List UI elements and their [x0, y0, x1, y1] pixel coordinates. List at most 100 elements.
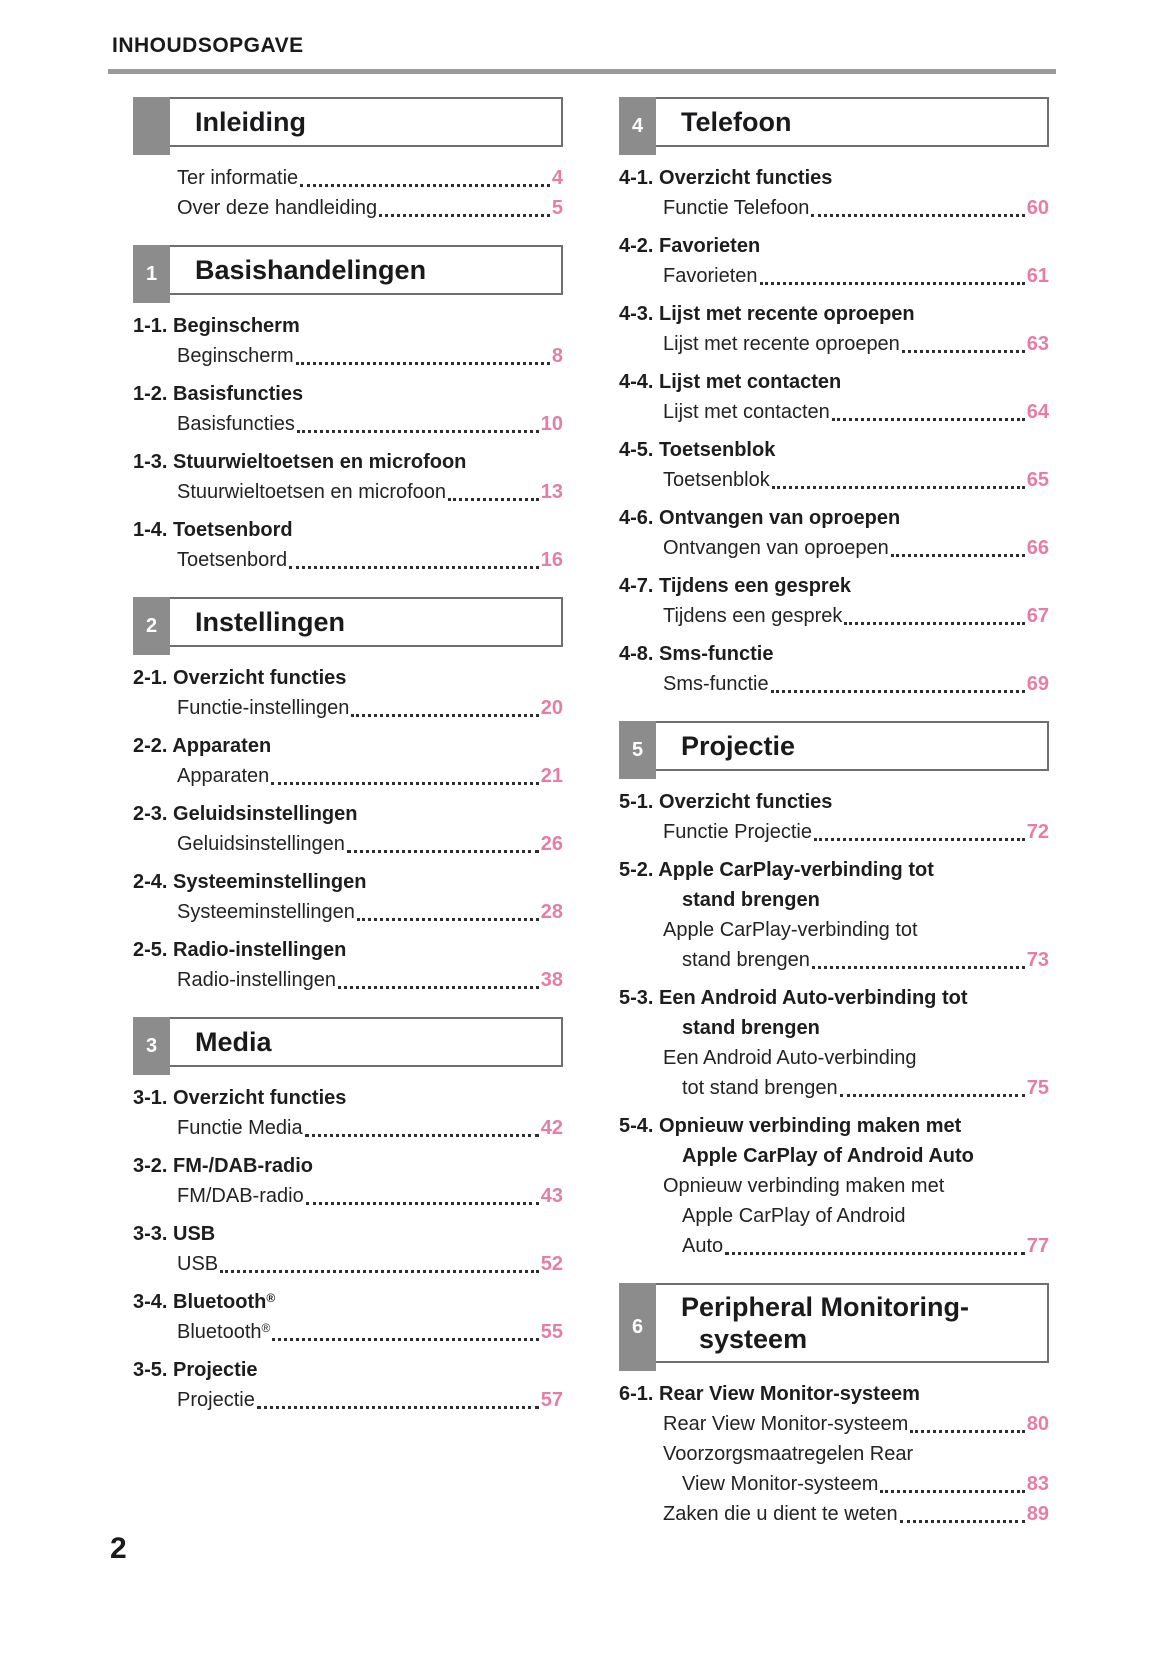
toc-entry: 3-2. FM-/DAB-radio FM/DAB-radio 43: [133, 1151, 563, 1211]
entry-subline: tot stand brengen 75: [619, 1073, 1049, 1103]
dot-leader: [839, 1073, 1025, 1097]
entry-subline-text: Toetsenblok: [663, 469, 770, 491]
entry-heading: 3-4. Bluetooth®: [133, 1291, 276, 1313]
entry-page-number: 38: [540, 969, 563, 991]
entry-heading: 1-2. Basisfuncties: [133, 383, 304, 405]
entry-page-number: 80: [1026, 1413, 1049, 1435]
section-number-tab: 1: [133, 245, 170, 303]
entry-subline: USB 52: [133, 1249, 563, 1279]
entry-page-number: 89: [1026, 1503, 1049, 1525]
section-title: Basishandelingen: [195, 255, 427, 285]
dot-leader: [811, 945, 1025, 969]
entry-subline: Bluetooth® 55: [133, 1317, 563, 1347]
dot-leader: [305, 1181, 539, 1205]
entry-page-number: 73: [1026, 949, 1049, 971]
entry-subline-text: Over deze handleiding: [177, 197, 378, 219]
entry-page-number: 66: [1026, 537, 1049, 559]
entry-subline: Apple CarPlay of Android: [682, 1205, 906, 1227]
dot-leader: [910, 1409, 1025, 1433]
toc-entry: 2-3. Geluidsinstellingen Geluidsinstellin…: [133, 799, 563, 859]
entry-subline: Favorieten 61: [619, 261, 1049, 291]
entry-subline-text: Functie-instellingen: [177, 697, 350, 719]
toc-entry: 4-6. Ontvangen van oproepen Ontvangen van…: [619, 503, 1049, 563]
entry-subline: Systeeminstellingen 28: [133, 897, 563, 927]
dot-leader: [356, 897, 539, 921]
dot-leader: [300, 163, 550, 187]
entry-subline-text: Lijst met contacten: [663, 401, 830, 423]
entry-subline: Stuurwieltoetsen en microfoon 13: [133, 477, 563, 507]
entry-subline-text: Tijdens een gesprek: [663, 605, 843, 627]
entry-subline-text: Functie Media: [177, 1117, 303, 1139]
entry-subline-text: Zaken die u dient te weten: [663, 1503, 898, 1525]
section-number-tab: 6: [619, 1283, 656, 1371]
dot-leader: [811, 193, 1025, 217]
entry-page-number: 72: [1026, 821, 1049, 843]
toc-column-left: Inleiding Ter informatie 4 Over deze handle…: [133, 97, 563, 1423]
entry-heading: 4-4. Lijst met contacten: [619, 371, 842, 393]
entry-subline-text: Functie Projectie: [663, 821, 812, 843]
entry-heading: 4-7. Tijdens een gesprek: [619, 575, 851, 597]
dot-leader: [771, 465, 1025, 489]
entry-page-number: 10: [540, 413, 563, 435]
entry-subline: Voorzorgsmaatregelen Rear: [663, 1443, 914, 1465]
entry-subline: Beginscherm 8: [133, 341, 563, 371]
entry-page-number: 55: [540, 1321, 563, 1343]
entry-subline: Lijst met contacten 64: [619, 397, 1049, 427]
section-title: Media: [195, 1027, 272, 1057]
entry-subline: Zaken die u dient te weten 89: [619, 1499, 1049, 1529]
page-number: 2: [110, 1532, 127, 1565]
entry-page-number: 16: [540, 549, 563, 571]
entry-heading: stand brengen: [682, 889, 820, 911]
toc-entry: 1-3. Stuurwieltoetsen en microfoon Stuurw…: [133, 447, 563, 507]
section-title: Peripheral Monitoring-: [681, 1292, 970, 1322]
dot-leader: [831, 397, 1025, 421]
entry-page-number: 77: [1026, 1235, 1049, 1257]
dot-leader: [272, 1317, 539, 1341]
dot-leader: [890, 533, 1025, 557]
entry-subline-text: Geluidsinstellingen: [177, 833, 345, 855]
entry-subline: Toetsenblok 65: [619, 465, 1049, 495]
entry-heading: 4-6. Ontvangen van oproepen: [619, 507, 901, 529]
dot-leader: [899, 1499, 1025, 1523]
section-header-box: 3 Media: [133, 1017, 563, 1075]
entry-heading: 3-2. FM-/DAB-radio: [133, 1155, 313, 1177]
dot-leader: [880, 1469, 1025, 1493]
entry-subline: Auto 77: [619, 1231, 1049, 1261]
toc-entry: 4-7. Tijdens een gesprek Tijdens een gesp…: [619, 571, 1049, 631]
entry-subline-text: Projectie: [177, 1389, 255, 1411]
entry-heading: stand brengen: [682, 1017, 820, 1039]
entry-subline: Een Android Auto-verbinding: [663, 1047, 917, 1069]
entry-page-number: 20: [540, 697, 563, 719]
entry-heading: 5-2. Apple CarPlay-verbinding tot: [619, 859, 934, 881]
entry-page-number: 64: [1026, 401, 1049, 423]
entry-subline-text: Stuurwieltoetsen en microfoon: [177, 481, 447, 503]
entry-heading: 5-4. Opnieuw verbinding maken met: [619, 1115, 962, 1137]
entry-page-number: 4: [551, 167, 563, 189]
entry-subline-text: Ter informatie: [177, 167, 299, 189]
entry-subline-text: Ontvangen van oproepen: [663, 537, 889, 559]
entry-subline-text: Lijst met recente oproepen: [663, 333, 900, 355]
entry-page-number: 13: [540, 481, 563, 503]
dot-leader: [296, 409, 539, 433]
entry-heading: 2-5. Radio-instellingen: [133, 939, 347, 961]
entry-subline-text: USB: [177, 1253, 219, 1275]
entry-heading: 4-8. Sms-functie: [619, 643, 774, 665]
entry-heading: 2-3. Geluidsinstellingen: [133, 803, 358, 825]
section-title: Projectie: [681, 731, 796, 761]
entry-page-number: 67: [1026, 605, 1049, 627]
entry-heading: 1-3. Stuurwieltoetsen en microfoon: [133, 451, 467, 473]
dot-leader: [289, 545, 539, 569]
entry-page-number: 57: [540, 1389, 563, 1411]
entry-subline: Toetsenbord 16: [133, 545, 563, 575]
toc-entry: 4-8. Sms-functie Sms-functie 69: [619, 639, 1049, 699]
toc-entry: 2-2. Apparaten Apparaten 21: [133, 731, 563, 791]
entry-subline-text: Systeeminstellingen: [177, 901, 355, 923]
dot-leader: [813, 817, 1025, 841]
toc-entry: 4-4. Lijst met contacten Lijst met contac…: [619, 367, 1049, 427]
entry-subline: Ontvangen van oproepen 66: [619, 533, 1049, 563]
entry-heading: 4-3. Lijst met recente oproepen: [619, 303, 915, 325]
dot-leader: [351, 693, 539, 717]
section-header-box: 1 Basishandelingen: [133, 245, 563, 303]
dot-leader: [844, 601, 1025, 625]
entry-subline-text: tot stand brengen: [682, 1077, 838, 1099]
